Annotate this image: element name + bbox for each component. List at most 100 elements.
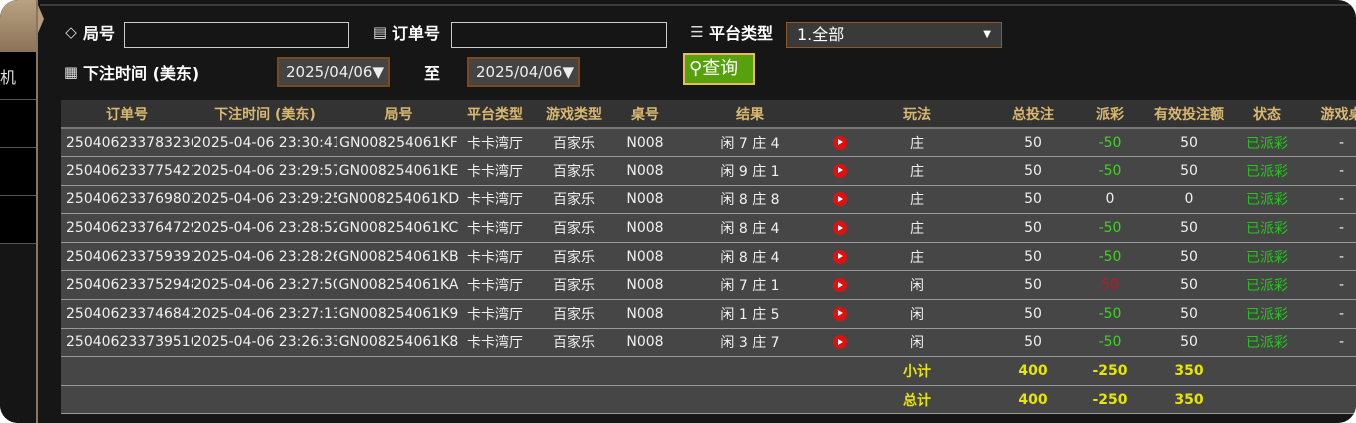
table-cell: 250406233752948 — [61, 270, 193, 301]
platform-select[interactable]: 1.全部 ▼ — [786, 22, 1002, 48]
table-cell: 250406233739510 — [61, 328, 193, 358]
table-cell: 0 — [1084, 185, 1136, 215]
table-cell: 50 — [1136, 213, 1242, 243]
sidebar-item[interactable] — [0, 100, 36, 148]
video-replay-cell[interactable] — [828, 270, 852, 301]
video-replay-cell[interactable] — [828, 156, 852, 186]
sidebar-item[interactable] — [0, 148, 36, 196]
play-video-icon[interactable] — [833, 335, 847, 350]
table-cell — [460, 385, 530, 415]
table-cell: N008 — [618, 242, 672, 272]
total-label: 总计 — [852, 385, 982, 415]
table-cell — [1242, 356, 1292, 386]
table-cell: 百家乐 — [530, 270, 618, 301]
table-cell: 百家乐 — [530, 328, 618, 358]
table-cell: 卡卡湾厅 — [460, 213, 530, 243]
sidebar-item[interactable] — [0, 196, 36, 244]
table-cell: -50 — [1084, 156, 1136, 186]
table-cell: - — [1292, 328, 1356, 358]
round-input[interactable] — [124, 22, 349, 48]
sidebar-item[interactable]: 机 — [0, 52, 36, 100]
table-cell: - — [1292, 156, 1356, 186]
table-cell: 百家乐 — [530, 128, 618, 158]
table-row: 250406233759391 2025-04-06 23:28:26 GN0082… — [61, 242, 1356, 272]
sidebar-active-item[interactable] — [0, 0, 36, 52]
query-button[interactable]: ⚲查询 — [683, 53, 755, 85]
video-replay-cell[interactable] — [828, 213, 852, 243]
video-replay-cell[interactable] — [828, 299, 852, 329]
table-cell — [460, 356, 530, 386]
table-cell: 卡卡湾厅 — [460, 328, 530, 358]
table-cell: 2025-04-06 23:30:41 — [193, 128, 337, 158]
date-from-picker[interactable]: 2025/04/06▼ — [277, 57, 390, 87]
label-text: 平台类型 — [709, 24, 774, 43]
table-cell: 闲 8 庄 8 — [672, 185, 828, 215]
table-cell: 闲 9 庄 1 — [672, 156, 828, 186]
server-icon: ☰ — [690, 23, 704, 41]
table-cell — [337, 385, 460, 415]
order-input[interactable] — [451, 22, 667, 48]
date-to-picker[interactable]: 2025/04/06▼ — [467, 57, 580, 87]
round-filter-label: ◇ 局号 — [62, 20, 115, 44]
column-header: 玩法 — [852, 100, 982, 129]
video-replay-cell[interactable] — [828, 128, 852, 158]
sidebar: 机 — [0, 0, 38, 423]
table-cell: 闲 3 庄 7 — [672, 328, 828, 358]
table-cell: 闲 7 庄 1 — [672, 270, 828, 301]
total-row: 总计 400 -250 350 — [61, 385, 1356, 415]
table-cell — [672, 356, 828, 386]
table-cell: 闲 8 庄 4 — [672, 213, 828, 243]
play-video-icon[interactable] — [833, 278, 847, 293]
table-cell: GN008254061KB — [337, 242, 460, 272]
play-video-icon[interactable] — [833, 221, 847, 236]
total-bet: 400 — [982, 385, 1084, 415]
play-video-icon[interactable] — [833, 192, 847, 207]
bet-records-table: 订单号 下注时间 (美东) 局号 平台类型 游戏类型 桌号 结果 玩法 总投注 派彩 有效投注额 状态… — [61, 100, 1356, 415]
table-cell: -50 — [1084, 213, 1136, 243]
table-cell: 50 — [982, 213, 1084, 243]
table-cell: 已派彩 — [1242, 242, 1292, 272]
subtotal-row: 小计 400 -250 350 — [61, 356, 1356, 386]
clipboard-icon: ▤ — [372, 23, 388, 41]
table-row: 250406233752948 2025-04-06 23:27:50 GN0082… — [61, 270, 1356, 301]
table-cell: 2025-04-06 23:29:25 — [193, 185, 337, 215]
label-text: 订单号 — [392, 24, 441, 43]
column-header: 有效投注额 — [1136, 100, 1242, 129]
table-cell: 已派彩 — [1242, 270, 1292, 301]
column-header: 局号 — [337, 100, 460, 129]
play-video-icon[interactable] — [833, 306, 847, 321]
table-cell: 卡卡湾厅 — [460, 156, 530, 186]
table-cell — [1242, 385, 1292, 415]
table-row: 250406233764729 2025-04-06 23:28:52 GN0082… — [61, 213, 1356, 243]
table-row: 250406233746843 2025-04-06 23:27:13 GN0082… — [61, 299, 1356, 329]
table-cell: 闲 1 庄 5 — [672, 299, 828, 329]
label-text: 局号 — [83, 24, 116, 43]
table-cell: 50 — [982, 328, 1084, 358]
chevron-down-icon: ▼ — [983, 29, 991, 40]
play-video-icon[interactable] — [833, 249, 847, 264]
column-header — [828, 100, 852, 129]
play-video-icon[interactable] — [833, 163, 847, 178]
video-replay-cell[interactable] — [828, 328, 852, 358]
table-cell: 卡卡湾厅 — [460, 242, 530, 272]
table-cell — [618, 356, 672, 386]
table-cell: 50 — [1136, 128, 1242, 158]
video-replay-cell[interactable] — [828, 242, 852, 272]
table-cell: - — [1292, 270, 1356, 301]
table-cell: GN008254061K8 — [337, 328, 460, 358]
play-video-icon[interactable] — [833, 135, 847, 150]
table-cell: 庄 — [852, 128, 982, 158]
table-cell: - — [1292, 185, 1356, 215]
table-cell: N008 — [618, 185, 672, 215]
table-cell: 50 — [982, 156, 1084, 186]
table-cell: 250406233775421 — [61, 156, 193, 186]
table-cell — [828, 385, 852, 415]
table-cell: 已派彩 — [1242, 185, 1292, 215]
table-cell — [61, 385, 193, 415]
column-header: 订单号 — [61, 100, 193, 129]
table-cell — [1292, 356, 1356, 386]
video-replay-cell[interactable] — [828, 185, 852, 215]
table-cell — [193, 385, 337, 415]
table-cell: 庄 — [852, 213, 982, 243]
search-icon: ⚲ — [689, 58, 703, 79]
